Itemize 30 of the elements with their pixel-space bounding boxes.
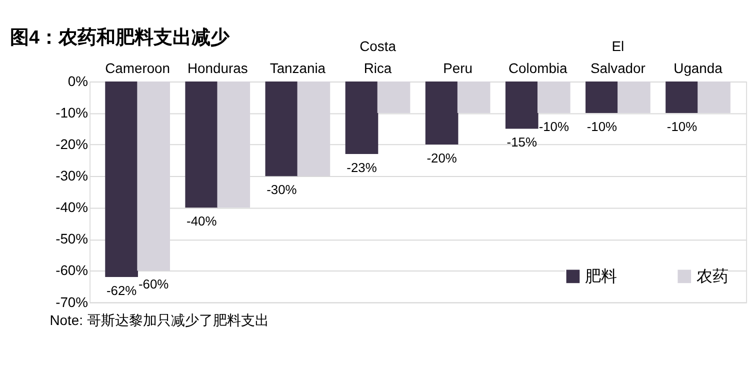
x-tick-label: Costa Rica xyxy=(360,38,396,76)
x-tick-label: Honduras xyxy=(187,60,248,76)
x-tick-label: Cameroon xyxy=(105,60,170,76)
y-tick-label: -20% xyxy=(56,136,88,152)
data-label: -10% xyxy=(666,118,698,134)
legend-label: 农药 xyxy=(696,267,728,286)
x-tick-label: Peru xyxy=(443,60,473,76)
y-tick-label: -60% xyxy=(56,262,88,278)
y-tick-label: -30% xyxy=(56,168,88,184)
data-label: -62% xyxy=(106,282,138,298)
chart-title: 图4：农药和肥料支出减少 xyxy=(10,26,230,49)
y-tick-label: -40% xyxy=(56,199,88,216)
data-label: -23% xyxy=(346,160,378,175)
legend-label: 肥料 xyxy=(584,267,617,286)
x-tick-label: Uganda xyxy=(674,60,723,76)
x-tick-label: El Salvador xyxy=(590,38,646,76)
data-label: -40% xyxy=(186,214,218,229)
data-label: -20% xyxy=(426,150,458,166)
data-label: -30% xyxy=(266,182,298,197)
y-tick-label: -10% xyxy=(56,104,88,120)
data-label: -10% xyxy=(538,118,570,134)
y-tick-label: 0% xyxy=(68,72,88,89)
data-label: -60% xyxy=(138,276,170,292)
text: Note: 哥斯达黎加只减少了肥料支出 xyxy=(50,312,269,328)
y-tick-label: -50% xyxy=(56,230,88,247)
x-tick-label: Tanzania xyxy=(270,60,326,76)
y-tick-label: -70% xyxy=(56,294,88,310)
data-label: -10% xyxy=(586,118,618,134)
data-label: -15% xyxy=(506,134,538,150)
x-tick-label: Colombia xyxy=(508,60,568,76)
